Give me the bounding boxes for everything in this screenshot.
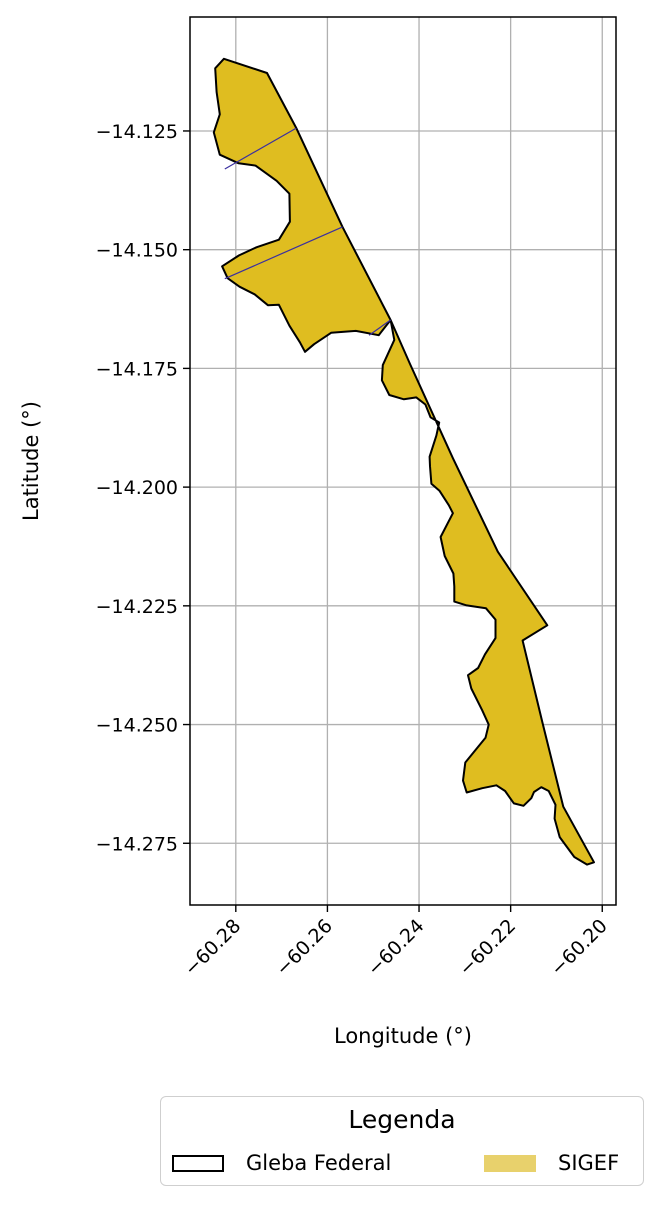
y-axis-label: Latitude (°) [19,401,43,521]
y-tick-label-6: −14.275 [96,833,178,855]
x-axis-label: Longitude (°) [334,1024,472,1048]
legend-label-gleba-federal: Gleba Federal [246,1151,392,1175]
y-tick-label-3: −14.200 [96,477,178,499]
y-tick-label-0: −14.125 [96,121,178,143]
legend-swatch-outline [172,1154,224,1172]
gleba-federal-polygon [212,57,595,866]
y-tick-label-5: −14.250 [96,715,178,737]
sigef-parcel-line-0 [224,127,297,170]
legend: Legenda Gleba Federal SIGEF [160,1096,644,1186]
legend-label-sigef: SIGEF [558,1151,620,1175]
legend-swatch-fill [484,1154,536,1172]
sigef-parcel-line-1 [224,226,343,280]
y-axis-ticks: −14.125 −14.150 −14.175 −14.200 −14.225 −14.2… [96,121,190,855]
legend-title: Legenda [348,1105,456,1134]
y-tick-label-1: −14.150 [96,240,178,262]
legend-item-gleba-federal: Gleba Federal [172,1151,391,1175]
sigef-parcel-lines [224,127,391,336]
map-figure: −60.28 −60.26 −60.24 −60.22 −60.20 −14.125−1… [19,16,617,1048]
sigef-parcel-line-2 [368,319,391,336]
y-tick-label-2: −14.175 [96,358,178,380]
plot-frame [189,16,617,906]
y-tick-label-4: −14.225 [96,596,178,618]
legend-item-sigef: SIGEF [484,1151,619,1175]
